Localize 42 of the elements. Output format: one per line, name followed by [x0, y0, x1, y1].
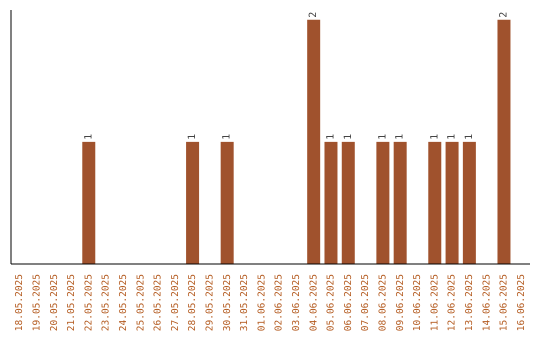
x-tick-label: 05.06.2025	[326, 274, 337, 332]
x-tick-label: 28.05.2025	[187, 274, 198, 332]
x-tick-label: 23.05.2025	[100, 274, 112, 332]
data-label: 1	[342, 134, 354, 140]
data-label: 2	[308, 12, 320, 18]
x-tick-label: 06.06.2025	[342, 274, 354, 332]
x-tick-label: 01.06.2025	[256, 274, 268, 332]
x-tick-label: 25.05.2025	[135, 274, 146, 332]
x-tick-label: 30.05.2025	[222, 274, 233, 332]
x-tick-label: 04.06.2025	[308, 274, 320, 332]
x-tick-label: 22.05.2025	[83, 274, 94, 332]
x-tick-label: 02.06.2025	[274, 274, 285, 332]
data-label: 1	[222, 134, 233, 140]
x-tick-label: 20.05.2025	[48, 274, 60, 332]
x-tick-label: 27.05.2025	[170, 274, 181, 332]
x-tick-label: 03.06.2025	[290, 274, 302, 332]
x-tick-label: 31.05.2025	[239, 274, 250, 332]
x-tick-label: 07.06.2025	[360, 274, 372, 332]
x-tick-label: 18.05.2025	[14, 274, 26, 332]
x-tick-label: 08.06.2025	[377, 274, 388, 332]
x-tick-label: 12.06.2025	[446, 274, 458, 332]
data-label: 2	[498, 12, 510, 18]
data-label: 1	[429, 134, 440, 140]
x-tick-label: 19.05.2025	[31, 274, 42, 332]
data-label: 1	[464, 134, 475, 140]
x-tick-label: 16.06.2025	[516, 274, 527, 332]
x-tick-label: 11.06.2025	[429, 274, 440, 332]
data-label: 1	[187, 134, 198, 140]
x-tick-label: 24.05.2025	[118, 274, 129, 332]
x-tick-label: 09.06.2025	[394, 274, 406, 332]
x-tick-label: 14.06.2025	[481, 274, 492, 332]
data-label: 1	[377, 134, 388, 140]
data-label: 1	[325, 134, 336, 140]
x-tick-label: 21.05.2025	[66, 274, 78, 332]
x-tick-label: 15.06.2025	[498, 274, 510, 332]
x-tick-label: 26.05.2025	[152, 274, 164, 332]
x-tick-label: 10.06.2025	[412, 274, 424, 332]
x-tick-label: 29.05.2025	[204, 274, 216, 332]
data-label: 1	[446, 134, 458, 140]
x-tick-label: 13.06.2025	[464, 274, 475, 332]
data-label: 1	[83, 134, 94, 140]
data-label: 1	[394, 134, 406, 140]
